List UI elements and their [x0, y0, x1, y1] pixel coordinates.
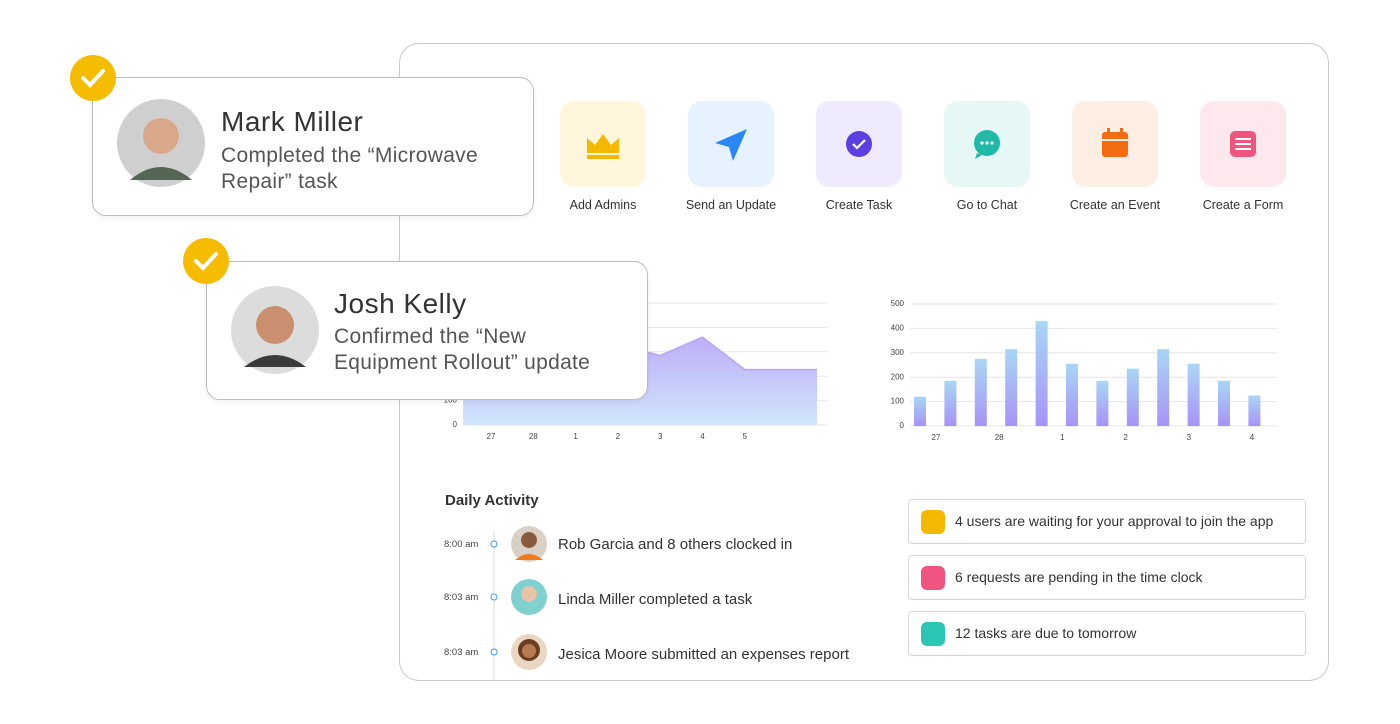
x-tick-label: 28: [529, 432, 538, 441]
person-name: Josh Kelly: [334, 288, 467, 319]
task-icon: [846, 131, 872, 157]
avatar-body: [515, 554, 543, 560]
action-label[interactable]: Go to Chat: [956, 198, 1018, 212]
alert[interactable]: 12 tasks are due to tomorrow: [908, 611, 1306, 656]
avatar: [117, 99, 205, 187]
action-label[interactable]: Send an Update: [685, 198, 777, 212]
action-label[interactable]: Create a Form: [1202, 198, 1284, 212]
x-tick-label: 27: [932, 433, 941, 442]
bar: [914, 396, 926, 426]
action-label[interactable]: Create an Event: [1069, 198, 1161, 212]
action-label[interactable]: Add Admins: [569, 198, 637, 212]
alert-text: 4 users are waiting for your approval to…: [955, 513, 1274, 529]
action-tile[interactable]: [560, 101, 646, 187]
alert-text: 12 tasks are due to tomorrow: [955, 625, 1137, 641]
action-label[interactable]: Create Task: [825, 198, 893, 212]
action-tile[interactable]: [1072, 101, 1158, 187]
alert[interactable]: 6 requests are pending in the time clock: [908, 555, 1306, 600]
chat-icon: [974, 130, 1000, 159]
action-tile[interactable]: [1200, 101, 1286, 187]
notification-text: Confirmed the “New Equipment Rollout” up…: [334, 325, 591, 374]
x-tick-label: 2: [616, 432, 621, 441]
y-tick-label: 500: [891, 299, 905, 308]
y-tick-label: 400: [891, 324, 905, 333]
x-tick-label: 3: [1187, 433, 1192, 442]
x-tick-label: 3: [658, 432, 663, 441]
bar: [1187, 363, 1200, 426]
bar: [1005, 349, 1018, 426]
check-badge: [70, 55, 116, 101]
activity-text: Jesica Moore submitted an expenses repor…: [558, 646, 849, 663]
bar: [1218, 380, 1230, 426]
timeline-dot: [490, 540, 498, 548]
y-tick-label: 100: [891, 397, 905, 406]
y-tick-label: 0: [453, 420, 458, 429]
notification-card: Mark Miller Completed the “Microwave Rep…: [92, 77, 534, 216]
action-tile[interactable]: [688, 101, 774, 187]
x-tick-label: 4: [700, 432, 705, 441]
x-tick-label: 1: [573, 432, 578, 441]
y-tick-label: 100: [444, 396, 458, 405]
avatar-face: [522, 644, 536, 658]
avatar-face: [521, 532, 537, 548]
calendar-icon: [1102, 128, 1128, 157]
alert-icon: [921, 566, 945, 590]
notification-text: Completed the “Microwave Repair” task: [221, 144, 478, 193]
check-badge: [183, 238, 229, 284]
y-tick-label: 0: [900, 421, 905, 430]
bar: [974, 358, 987, 426]
section-title: Daily Activity: [445, 492, 539, 509]
form-icon: [1230, 131, 1256, 157]
crown-icon: [587, 134, 619, 159]
alert-text: 6 requests are pending in the time clock: [955, 569, 1203, 585]
alert-icon: [921, 622, 945, 646]
activity-text: Linda Miller completed a task: [558, 591, 753, 608]
alert-icon: [921, 510, 945, 534]
x-tick-label: 1: [1060, 433, 1065, 442]
action-tile[interactable]: [816, 101, 902, 187]
bar: [1096, 380, 1109, 426]
x-tick-label: 4: [1250, 433, 1255, 442]
notification-card: Josh Kelly Confirmed the “New Equipment …: [206, 261, 648, 400]
bar: [1248, 395, 1261, 426]
activity-time: 8:00 am: [444, 539, 479, 550]
y-tick-label: 300: [891, 348, 905, 357]
send-icon: [715, 129, 747, 161]
avatar: [231, 286, 319, 374]
y-tick-label: 200: [891, 372, 905, 381]
x-tick-label: 2: [1123, 433, 1128, 442]
bar: [1066, 363, 1078, 426]
timeline-dot: [490, 593, 498, 601]
alert[interactable]: 4 users are waiting for your approval to…: [908, 499, 1306, 544]
activity-time: 8:03 am: [444, 647, 479, 658]
bar: [1035, 321, 1048, 426]
avatar-face: [521, 586, 537, 602]
x-tick-label: 27: [487, 432, 496, 441]
bar: [1126, 368, 1139, 426]
bar: [944, 380, 957, 426]
activity-time: 8:03 am: [444, 592, 479, 603]
x-tick-label: 5: [743, 432, 748, 441]
activity-text: Rob Garcia and 8 others clocked in: [558, 536, 793, 553]
timeline-dot: [490, 648, 498, 656]
bar: [1157, 349, 1170, 426]
action-tile[interactable]: [944, 101, 1030, 187]
person-name: Mark Miller: [221, 106, 364, 137]
x-tick-label: 28: [995, 433, 1004, 442]
